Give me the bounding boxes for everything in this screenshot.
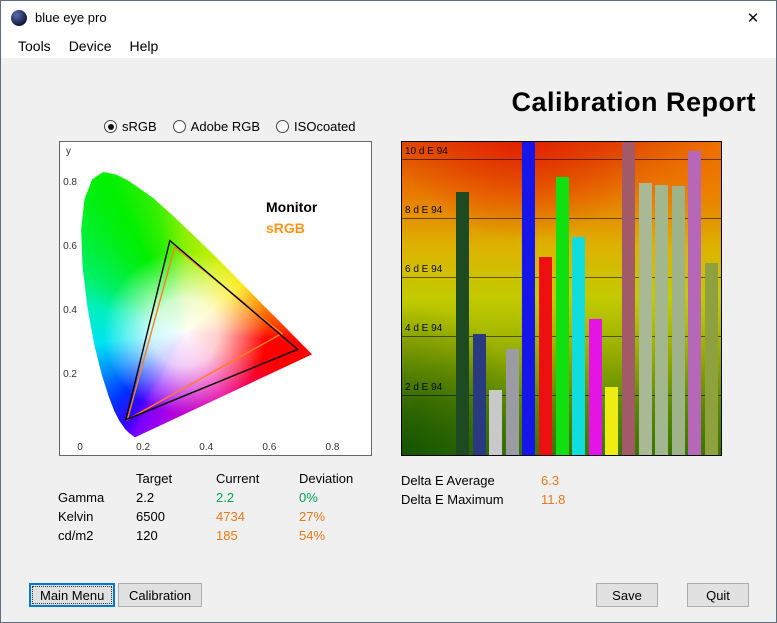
- radio-circle-icon: [276, 120, 290, 133]
- kelvin-row-label: Kelvin: [58, 509, 94, 524]
- delta-e-bar: [489, 390, 503, 455]
- gamut-triangles: [124, 239, 300, 422]
- cie-plot-area: Monitor sRGB 0 0.2 0.4 0.6 0.8 0.2 0.4 0.6 0.8: [63, 151, 364, 453]
- close-icon: ✕: [746, 9, 760, 27]
- delta-e-bar: [671, 186, 685, 455]
- calibration-button[interactable]: Calibration: [118, 583, 203, 607]
- delta-e-bar: [472, 333, 486, 455]
- y-axis-tick-label: 0.4: [63, 305, 77, 316]
- window-title: blue eye pro: [35, 10, 107, 25]
- luminance-target-value: 120: [136, 528, 158, 543]
- delta-avg-row: Delta E Average 6.3: [401, 471, 565, 490]
- chart-grid-label: 8 d E 94: [405, 204, 443, 216]
- delta-e-bar: [605, 387, 619, 455]
- menu-device[interactable]: Device: [68, 38, 112, 54]
- delta-e-bar: [505, 348, 519, 455]
- gamma-target-value: 2.2: [136, 490, 155, 505]
- calibration-table: Target Current Deviation Gamma 2.2 2.2 0…: [58, 471, 379, 543]
- y-axis-tick-label: 0.8: [63, 177, 77, 188]
- radio-label: ISOcoated: [294, 119, 356, 134]
- kelvin-current-value: 4734: [216, 509, 245, 524]
- save-button[interactable]: Save: [596, 583, 658, 607]
- delta-e-bar: [522, 142, 536, 455]
- menubar: Tools Device Help: [1, 34, 776, 58]
- menu-tools[interactable]: Tools: [18, 38, 51, 54]
- delta-e-bar: [638, 183, 652, 455]
- close-button[interactable]: ✕: [730, 1, 776, 34]
- chart-grid-label: 6 d E 94: [405, 263, 443, 275]
- delta-max-row: Delta E Maximum 11.8: [401, 490, 565, 509]
- radio-adobe-rgb[interactable]: Adobe RGB: [172, 119, 261, 134]
- page-title: Calibration Report: [511, 87, 756, 117]
- delta-e-bar: [588, 319, 602, 455]
- delta-e-bar: [655, 184, 669, 455]
- delta-e-bar: [572, 236, 586, 455]
- delta-avg-value: 6.3: [541, 473, 560, 488]
- quit-button[interactable]: Quit: [687, 583, 749, 607]
- y-axis-tick-label: 0.2: [63, 369, 77, 380]
- y-axis-tick-label: 0.6: [63, 241, 77, 252]
- chart-grid-label: 10 d E 94: [405, 145, 448, 157]
- kelvin-deviation-value: 27%: [299, 509, 326, 524]
- srgb-gamut-triangle: [126, 245, 284, 422]
- delta-e-bar: [688, 150, 702, 455]
- delta-e-bar: [555, 177, 569, 455]
- delta-e-bar: [622, 142, 635, 455]
- delta-avg-label: Delta E Average: [401, 473, 495, 488]
- radio-label: sRGB: [122, 119, 157, 134]
- monitor-gamut-triangle: [124, 239, 300, 421]
- radio-circle-icon: [172, 120, 186, 133]
- main-menu-button[interactable]: Main Menu: [29, 583, 116, 607]
- radio-srgb[interactable]: sRGB: [104, 119, 157, 134]
- delta-e-bar: [539, 257, 552, 455]
- radio-label: Adobe RGB: [190, 119, 261, 134]
- x-axis-tick-label: 0.8: [325, 442, 340, 453]
- legend-monitor-label: Monitor: [266, 199, 318, 215]
- x-axis-tick-label: 0: [77, 442, 83, 453]
- delta-max-label: Delta E Maximum: [401, 492, 504, 507]
- y-axis-name: y: [66, 146, 71, 157]
- gamma-current-value: 2.2: [216, 490, 235, 505]
- luminance-deviation-value: 54%: [299, 528, 326, 543]
- kelvin-target-value: 6500: [136, 509, 165, 524]
- luminance-row-label: cd/m2: [58, 528, 94, 543]
- gamma-deviation-value: 0%: [299, 490, 318, 505]
- radio-isocoated[interactable]: ISOcoated: [276, 119, 355, 134]
- x-axis-tick-label: 0.6: [262, 442, 277, 453]
- legend-srgb-label: sRGB: [266, 220, 305, 236]
- table-corner-blank: [58, 471, 136, 486]
- chart-grid-label: 4 d E 94: [405, 322, 443, 334]
- cie-diagram-panel: y Monitor sRGB 0 0.2 0.4 0.6 0.8 0.2 0.4 0.6 0.8: [59, 141, 372, 456]
- gamma-row-label: Gamma: [58, 490, 105, 505]
- app-icon: [11, 9, 27, 26]
- x-axis-tick-label: 0.4: [199, 442, 214, 453]
- delta-e-summary: Delta E Average 6.3 Delta E Maximum 11.8: [401, 471, 565, 509]
- delta-e-bar: [456, 192, 469, 455]
- titlebar: blue eye pro ✕: [1, 1, 776, 34]
- header-target: Target: [136, 471, 173, 486]
- menu-help[interactable]: Help: [129, 38, 159, 54]
- x-axis-tick-label: 0.2: [136, 442, 151, 453]
- colorspace-radio-group: sRGB Adobe RGB ISOcoated: [104, 119, 355, 134]
- delta-e-bar: [705, 263, 718, 455]
- cie-legend: Monitor sRGB: [266, 197, 317, 239]
- header-deviation: Deviation: [299, 471, 354, 486]
- chart-gridline: [402, 158, 721, 160]
- chart-grid-label: 2 d E 94: [405, 381, 443, 393]
- header-current: Current: [216, 471, 260, 486]
- delta-e-chart: 2 d E 94 4 d E 94 6 d E 94 8 d E 94 10 d E 9…: [401, 141, 722, 456]
- radio-circle-icon: [104, 120, 117, 133]
- luminance-current-value: 185: [216, 528, 238, 543]
- delta-max-value: 11.8: [541, 492, 566, 507]
